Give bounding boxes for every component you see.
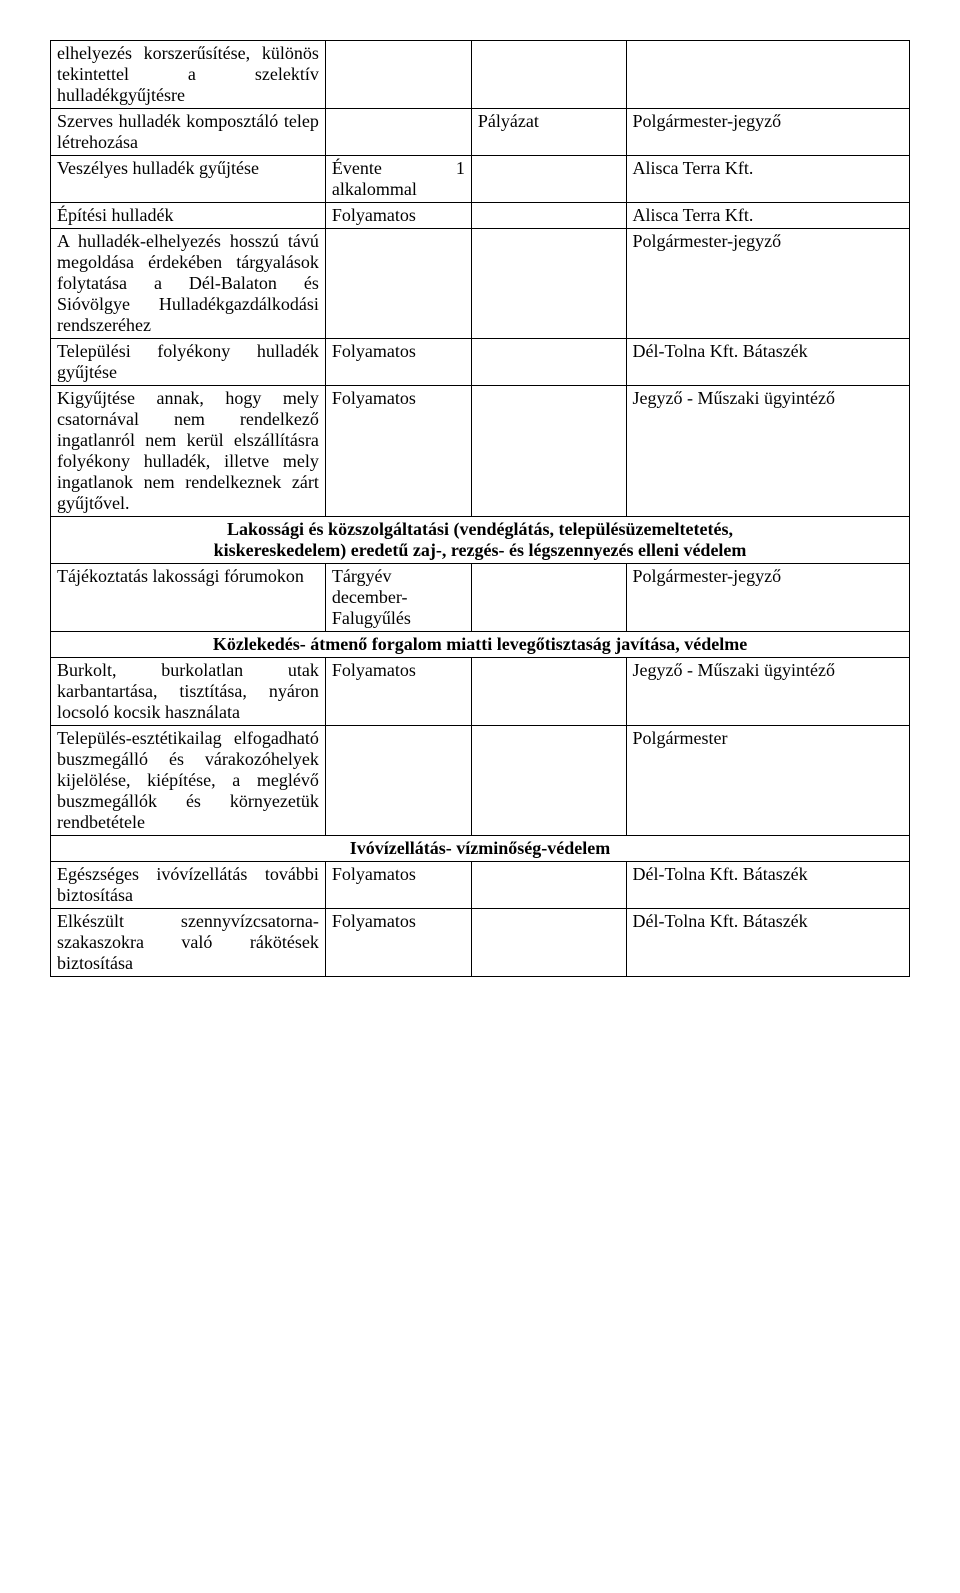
table-row: Települési folyékony hulladék gyűjtése F… <box>51 339 910 386</box>
cell: Dél-Tolna Kft. Bátaszék <box>626 339 910 386</box>
table-row: Település-esztétikailag elfogadható busz… <box>51 726 910 836</box>
cell <box>471 862 626 909</box>
cell: Elkészült szennyvízcsatorna-szakaszokra … <box>51 909 326 977</box>
cell: Szerves hulladék komposztáló telep létre… <box>51 109 326 156</box>
section-header-row: Lakossági és közszolgáltatási (vendéglát… <box>51 517 910 564</box>
cell <box>471 339 626 386</box>
cell <box>325 41 471 109</box>
cell: elhelyezés korszerűsítése, különös tekin… <box>51 41 326 109</box>
cell <box>626 41 910 109</box>
cell: Folyamatos <box>325 386 471 517</box>
cell: A hulladék-elhelyezés hosszú távú megold… <box>51 229 326 339</box>
cell <box>471 229 626 339</box>
cell: Polgármester <box>626 726 910 836</box>
table-row: Kigyűjtése annak, hogy mely csatornával … <box>51 386 910 517</box>
table-row: Tájékoztatás lakossági fórumokon Tárgyév… <box>51 564 910 632</box>
cell: Tájékoztatás lakossági fórumokon <box>51 564 326 632</box>
cell: Folyamatos <box>325 862 471 909</box>
cell <box>471 564 626 632</box>
table-row: Építési hulladék Folyamatos Alisca Terra… <box>51 203 910 229</box>
cell: Burkolt, burkolatlan utak karbantartása,… <box>51 658 326 726</box>
cell: Kigyűjtése annak, hogy mely csatornával … <box>51 386 326 517</box>
table-row: Burkolt, burkolatlan utak karbantartása,… <box>51 658 910 726</box>
document-table: elhelyezés korszerűsítése, különös tekin… <box>50 40 910 977</box>
cell: Települési folyékony hulladék gyűjtése <box>51 339 326 386</box>
cell <box>471 726 626 836</box>
cell: Évente 1 alkalommal <box>325 156 471 203</box>
cell <box>325 229 471 339</box>
cell <box>471 203 626 229</box>
cell <box>325 109 471 156</box>
section-title-line1: Lakossági és közszolgáltatási (vendéglát… <box>227 519 733 539</box>
cell: Polgármester-jegyző <box>626 564 910 632</box>
cell <box>325 726 471 836</box>
table-row: A hulladék-elhelyezés hosszú távú megold… <box>51 229 910 339</box>
cell: Tárgyév december- Falugyűlés <box>325 564 471 632</box>
table-row: Elkészült szennyvízcsatorna-szakaszokra … <box>51 909 910 977</box>
table-row: Egészséges ivóvízellátás további biztosí… <box>51 862 910 909</box>
cell: Alisca Terra Kft. <box>626 156 910 203</box>
cell: Pályázat <box>471 109 626 156</box>
cell: Jegyző - Műszaki ügyintéző <box>626 386 910 517</box>
cell: Dél-Tolna Kft. Bátaszék <box>626 862 910 909</box>
cell: Polgármester-jegyző <box>626 109 910 156</box>
cell: Építési hulladék <box>51 203 326 229</box>
cell: Jegyző - Műszaki ügyintéző <box>626 658 910 726</box>
section-header-row: Közlekedés- átmenő forgalom miatti leveg… <box>51 632 910 658</box>
cell: Polgármester-jegyző <box>626 229 910 339</box>
cell <box>471 658 626 726</box>
cell: Folyamatos <box>325 339 471 386</box>
table-row: Veszélyes hulladék gyűjtése Évente 1 alk… <box>51 156 910 203</box>
cell: Dél-Tolna Kft. Bátaszék <box>626 909 910 977</box>
section-title-line2: kiskereskedelem) eredetű zaj-, rezgés- é… <box>214 540 747 560</box>
cell <box>471 386 626 517</box>
cell <box>471 909 626 977</box>
cell: Alisca Terra Kft. <box>626 203 910 229</box>
section-header: Lakossági és közszolgáltatási (vendéglát… <box>51 517 910 564</box>
section-header: Közlekedés- átmenő forgalom miatti leveg… <box>51 632 910 658</box>
cell: Település-esztétikailag elfogadható busz… <box>51 726 326 836</box>
cell: Veszélyes hulladék gyűjtése <box>51 156 326 203</box>
cell: Folyamatos <box>325 203 471 229</box>
cell: Folyamatos <box>325 658 471 726</box>
cell <box>471 156 626 203</box>
section-header: Ivóvízellátás- vízminőség-védelem <box>51 836 910 862</box>
cell: Egészséges ivóvízellátás további biztosí… <box>51 862 326 909</box>
cell: Folyamatos <box>325 909 471 977</box>
section-header-row: Ivóvízellátás- vízminőség-védelem <box>51 836 910 862</box>
cell <box>471 41 626 109</box>
table-row: elhelyezés korszerűsítése, különös tekin… <box>51 41 910 109</box>
table-row: Szerves hulladék komposztáló telep létre… <box>51 109 910 156</box>
